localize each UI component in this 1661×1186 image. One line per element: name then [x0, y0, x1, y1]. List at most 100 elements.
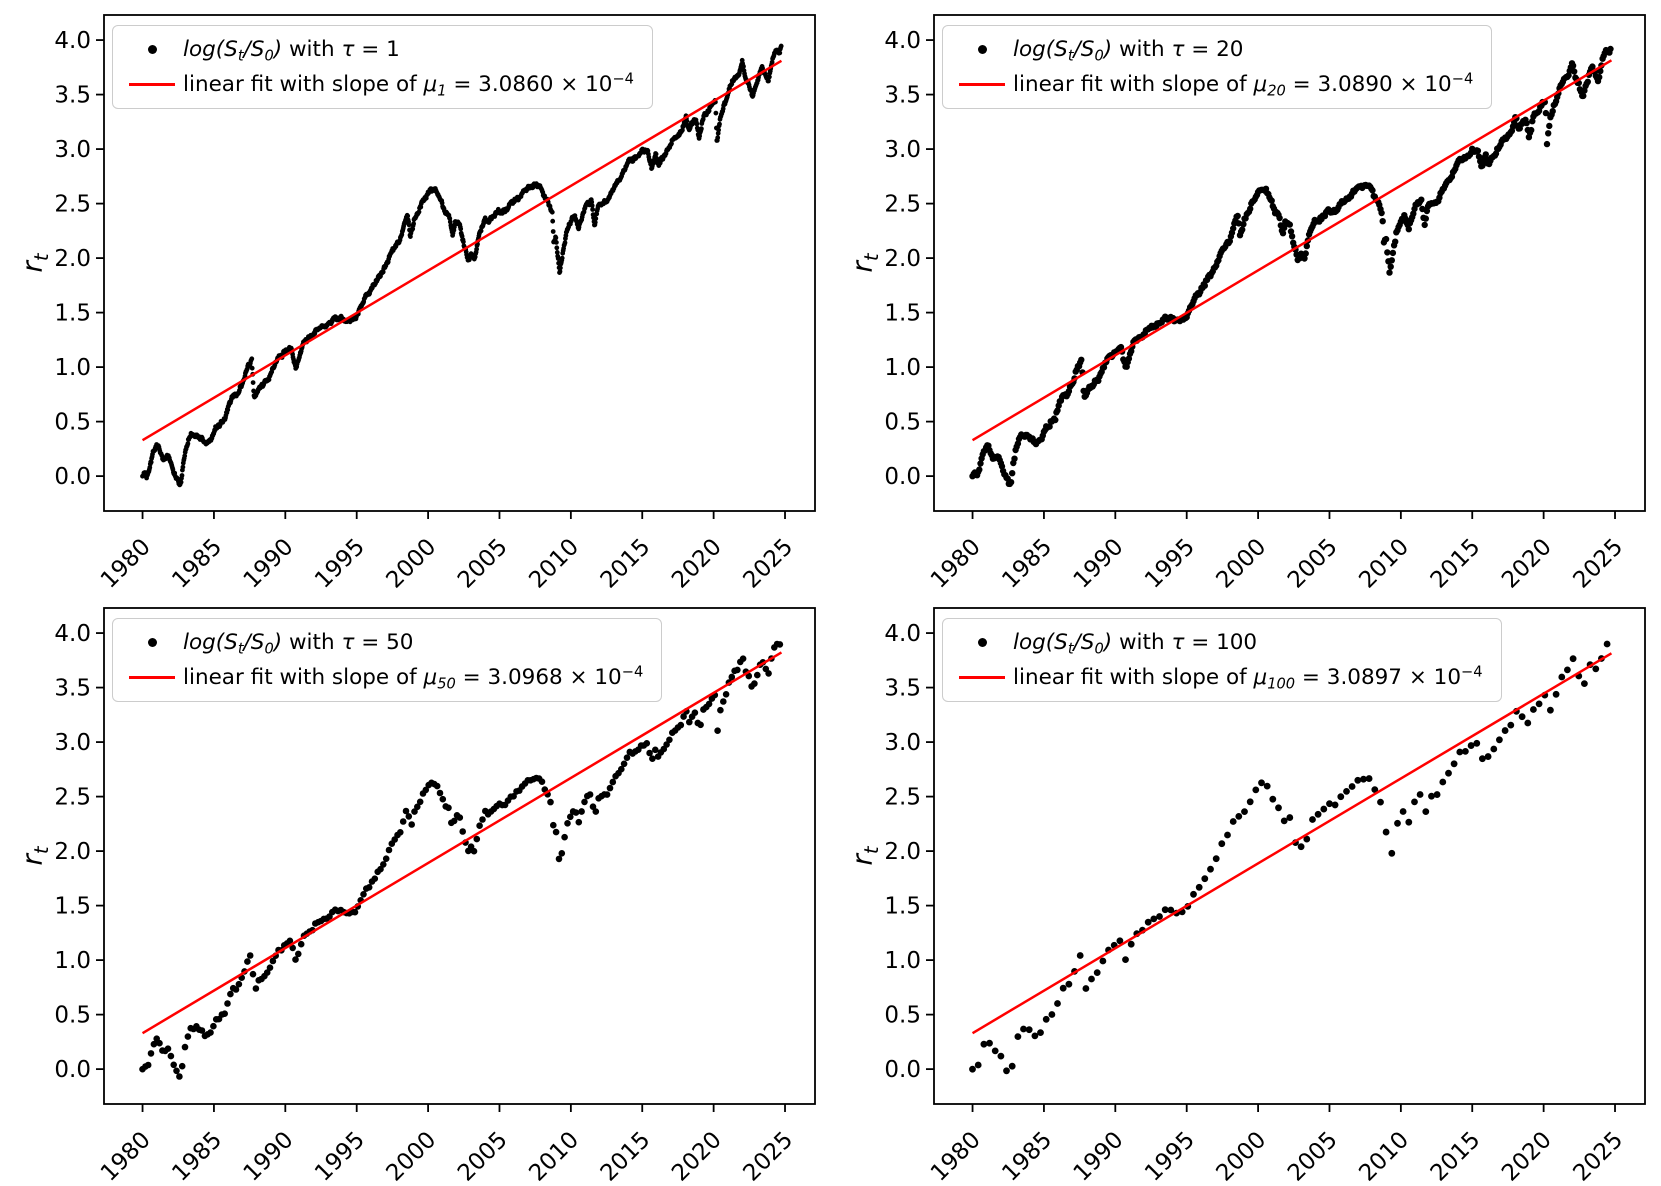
legend-fit-label: linear fit with slope of μ20 = 3.0890 × … — [1013, 70, 1474, 100]
x-tick-label: 2010 — [524, 534, 584, 593]
y-axis-label: rt — [845, 846, 884, 866]
y-axis-label: rt — [15, 846, 54, 866]
x-tick-label: 2025 — [1568, 534, 1628, 593]
plot-canvas-tau-50: 0.0 0.5 1.0 1.5 2.0 2.5 3.0 3.5 4.0 1980 1985 1990 1… — [54, 607, 816, 1186]
legend-fit-entry: linear fit with slope of μ100 = 3.0897 ×… — [951, 660, 1483, 695]
axes-spines — [103, 607, 816, 1105]
y-tick-label: 4.0 — [884, 28, 921, 54]
y-tick-label: 4.0 — [54, 28, 91, 54]
subplot-tau-1: 0.0 0.5 1.0 1.5 2.0 2.5 3.0 3.5 4.0 1980 1985 1990 1… — [0, 0, 830, 593]
legend-marker-cell — [121, 45, 183, 54]
scatter-dot-marker-icon — [147, 638, 157, 647]
x-tick-label: 1985 — [997, 1127, 1057, 1186]
legend: log(St/S0) with τ = 1 linear fit with sl… — [112, 25, 653, 109]
legend-fit-entry: linear fit with slope of μ1 = 3.0860 × 1… — [121, 67, 634, 102]
y-tick-label: 0.5 — [54, 1003, 91, 1029]
x-tick-label: 1995 — [310, 534, 370, 593]
x-tick-label: 2005 — [1283, 1127, 1343, 1186]
legend-marker-cell — [951, 82, 1013, 87]
legend-series-entry: log(St/S0) with τ = 1 — [121, 32, 634, 67]
legend-series-entry: log(St/S0) with τ = 50 — [121, 625, 643, 660]
legend-fit-label: linear fit with slope of μ100 = 3.0897 ×… — [1013, 663, 1483, 693]
y-tick-label: 0.5 — [884, 1003, 921, 1029]
fit-line-marker-icon — [959, 675, 1005, 680]
scatter-dot-marker-icon — [977, 45, 987, 54]
subplot-tau-50: 0.0 0.5 1.0 1.5 2.0 2.5 3.0 3.5 4.0 1980 1985 1990 1… — [0, 593, 830, 1186]
y-tick-label: 1.0 — [884, 948, 921, 974]
fit-line — [141, 59, 783, 442]
fit-line — [971, 59, 1613, 442]
legend-series-label: log(St/S0) with τ = 20 — [1013, 37, 1244, 65]
scatter-dot-marker-icon — [147, 45, 157, 54]
x-tick-label: 2005 — [1283, 534, 1343, 593]
x-tick-label: 2000 — [382, 1127, 442, 1186]
x-tick-label: 1990 — [1069, 534, 1129, 593]
legend-fit-entry: linear fit with slope of μ20 = 3.0890 × … — [951, 67, 1473, 102]
y-tick-label: 1.0 — [54, 948, 91, 974]
x-tick-label: 2005 — [453, 1127, 513, 1186]
legend-series-entry: log(St/S0) with τ = 20 — [951, 32, 1473, 67]
y-tick-label: 3.5 — [54, 676, 91, 702]
scatter-points — [969, 640, 1611, 1075]
x-tick-label: 1985 — [167, 534, 227, 593]
subplot-tau-100: 0.0 0.5 1.0 1.5 2.0 2.5 3.0 3.5 4.0 1980 1985 1990 1… — [830, 593, 1661, 1186]
plot-canvas-tau-100: 0.0 0.5 1.0 1.5 2.0 2.5 3.0 3.5 4.0 1980 1985 1990 1… — [884, 607, 1646, 1186]
x-tick-label: 2015 — [1426, 1127, 1486, 1186]
plot-canvas-tau-20: 0.0 0.5 1.0 1.5 2.0 2.5 3.0 3.5 4.0 1980 1985 1990 1… — [884, 14, 1646, 593]
x-tick-label: 2015 — [596, 1127, 656, 1186]
x-tick-label: 1990 — [239, 534, 299, 593]
legend: log(St/S0) with τ = 20 linear fit with s… — [942, 25, 1493, 109]
y-tick-label: 0.0 — [54, 1057, 91, 1083]
y-tick-label: 1.0 — [884, 355, 921, 381]
legend-marker-cell — [121, 638, 183, 647]
x-tick-label: 2020 — [667, 1127, 727, 1186]
legend-fit-label: linear fit with slope of μ50 = 3.0968 × … — [183, 663, 644, 693]
x-tick-label: 1980 — [96, 534, 156, 593]
legend-marker-cell — [951, 638, 1013, 647]
y-tick-label: 3.0 — [54, 730, 91, 756]
y-tick-label: 1.5 — [54, 894, 91, 920]
x-tick-label: 1995 — [1140, 1127, 1200, 1186]
x-tick-label: 1980 — [926, 534, 986, 593]
legend-series-label: log(St/S0) with τ = 1 — [183, 37, 400, 65]
legend-fit-entry: linear fit with slope of μ50 = 3.0968 × … — [121, 660, 643, 695]
y-tick-label: 3.0 — [884, 137, 921, 163]
legend-marker-cell — [951, 675, 1013, 680]
x-tick-label: 2000 — [1212, 1127, 1272, 1186]
x-tick-label: 1985 — [167, 1127, 227, 1186]
x-tick-label: 2020 — [1497, 1127, 1557, 1186]
y-tick-label: 2.5 — [884, 192, 921, 218]
x-tick-label: 2020 — [1497, 534, 1557, 593]
x-tick-label: 2015 — [1426, 534, 1486, 593]
x-tick-label: 1990 — [239, 1127, 299, 1186]
subplot-tau-20: 0.0 0.5 1.0 1.5 2.0 2.5 3.0 3.5 4.0 1980 1985 1990 1… — [830, 0, 1661, 593]
scatter-points — [969, 45, 1614, 488]
scatter-dot-marker-icon — [977, 638, 987, 647]
y-axis-label: rt — [15, 253, 54, 273]
y-tick-label: 0.0 — [54, 464, 91, 490]
x-tick-label: 1980 — [926, 1127, 986, 1186]
y-tick-label: 0.5 — [884, 410, 921, 436]
y-tick-label: 0.5 — [54, 410, 91, 436]
x-tick-label: 2010 — [1354, 534, 1414, 593]
y-tick-label: 2.0 — [54, 246, 91, 272]
y-tick-label: 3.5 — [54, 83, 91, 109]
legend-fit-label: linear fit with slope of μ1 = 3.0860 × 1… — [183, 70, 634, 100]
legend-marker-cell — [121, 82, 183, 87]
y-tick-label: 3.5 — [884, 676, 921, 702]
legend-series-label: log(St/S0) with τ = 50 — [183, 630, 414, 658]
x-tick-label: 2025 — [1568, 1127, 1628, 1186]
y-tick-label: 4.0 — [884, 621, 921, 647]
y-tick-label: 1.5 — [884, 301, 921, 327]
x-tick-label: 2010 — [1354, 1127, 1414, 1186]
legend: log(St/S0) with τ = 50 linear fit with s… — [112, 618, 663, 702]
fit-line-marker-icon — [129, 675, 175, 680]
y-tick-label: 1.5 — [54, 301, 91, 327]
x-tick-label: 2000 — [1212, 534, 1272, 593]
y-tick-label: 0.0 — [884, 1057, 921, 1083]
axes-spines — [933, 607, 1646, 1105]
axes-spines — [933, 14, 1646, 512]
x-tick-label: 2015 — [596, 534, 656, 593]
x-tick-label: 2025 — [738, 1127, 798, 1186]
x-tick-label: 2025 — [738, 534, 798, 593]
